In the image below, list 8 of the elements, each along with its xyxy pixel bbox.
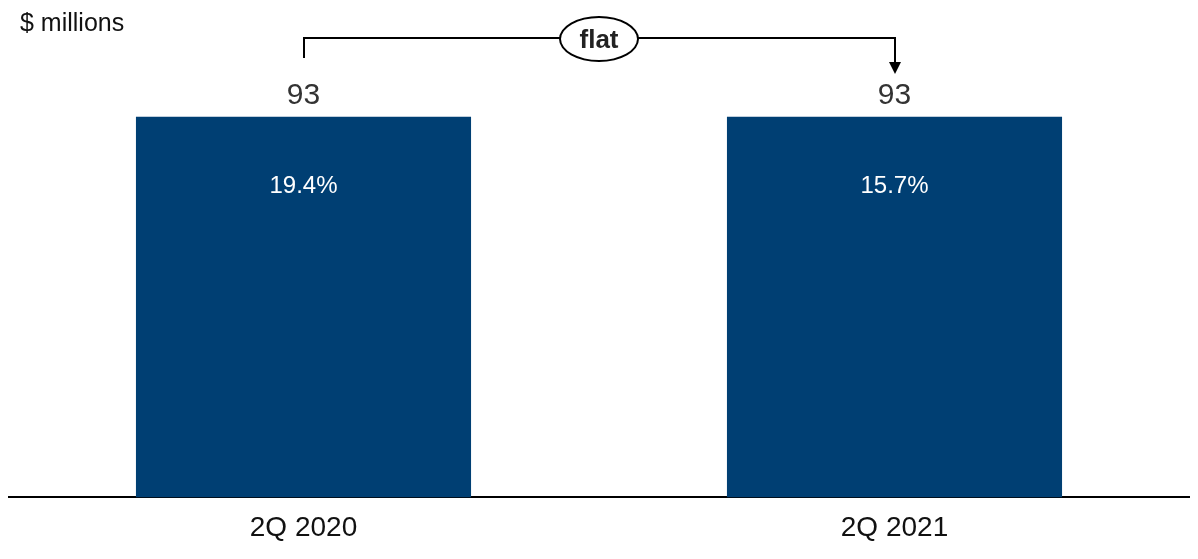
data-label: 93 bbox=[877, 76, 912, 110]
x-tick-label: 2Q 2021 bbox=[840, 510, 949, 542]
y-axis-title: $ millions bbox=[20, 8, 125, 37]
annotation: 15.7% bbox=[860, 171, 929, 199]
annotation: 19.4% bbox=[269, 171, 338, 199]
data-label: 93 bbox=[286, 76, 321, 110]
x-tick-label: 2Q 2020 bbox=[249, 510, 358, 542]
oval-outline: flat bbox=[559, 16, 639, 62]
